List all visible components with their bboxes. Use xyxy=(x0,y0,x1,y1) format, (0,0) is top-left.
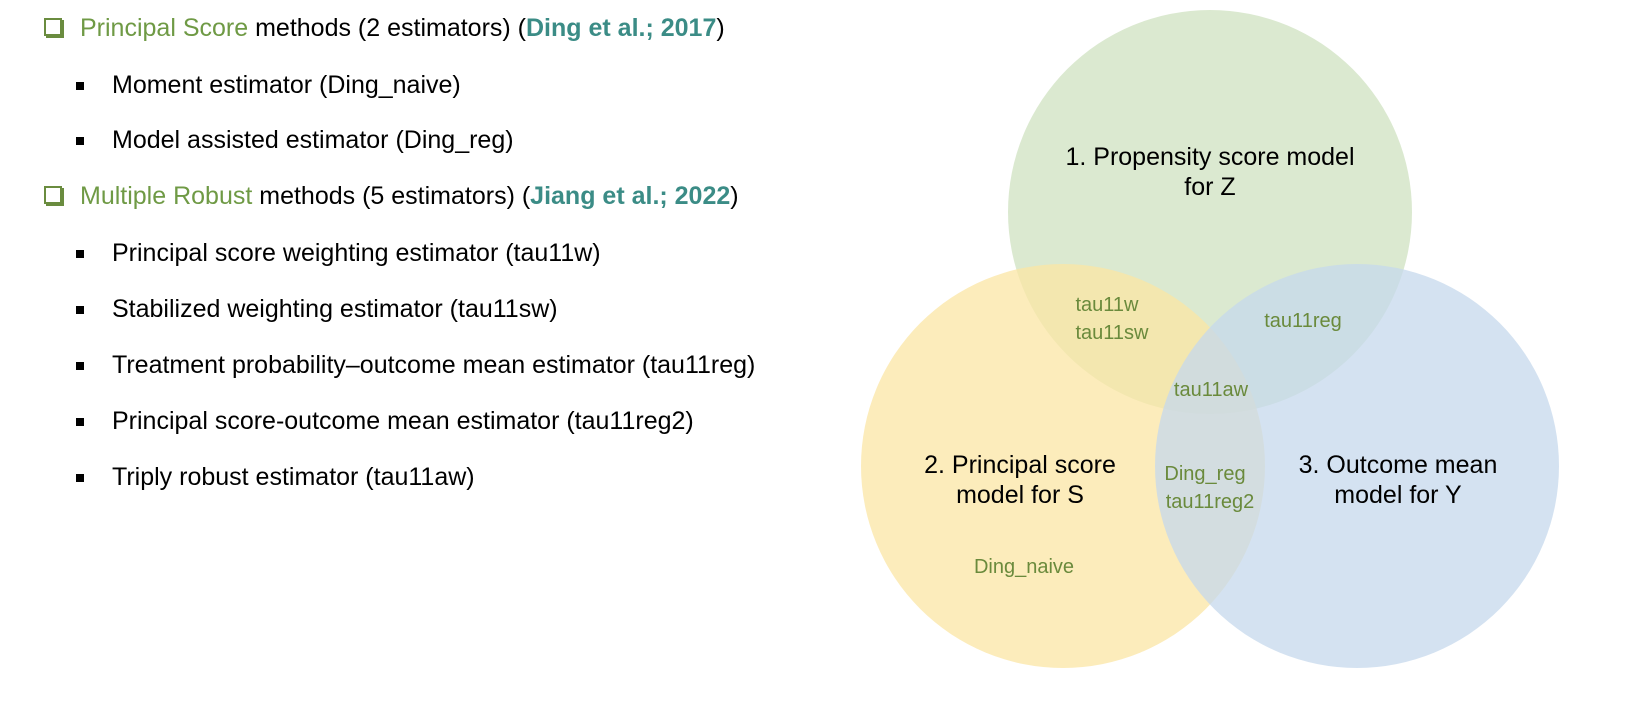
bullet-icon xyxy=(76,250,84,258)
list-item: Moment estimator (Ding_naive) xyxy=(112,71,461,99)
region-label-tau11aw: tau11aw xyxy=(1174,379,1249,401)
circle-title-propensity: 1. Propensity score model xyxy=(1065,143,1354,171)
region-label-ding-naive: Ding_naive xyxy=(974,556,1074,578)
section-heading-principal-score: Principal Score methods (2 estimators) (… xyxy=(80,13,725,43)
region-label-ding-reg: Ding_reg xyxy=(1164,463,1245,485)
method-name: Principal Score xyxy=(80,14,249,42)
list-item: Triply robust estimator (tau11aw) xyxy=(112,463,475,491)
circle-title-principal: 2. Principal score xyxy=(924,451,1116,479)
bullet-icon xyxy=(76,474,84,482)
region-label-tau11reg: tau11reg xyxy=(1264,310,1341,332)
section-heading-multiple-robust: Multiple Robust methods (5 estimators) (… xyxy=(80,181,739,211)
heading-text: methods (2 estimators) ( xyxy=(248,14,526,42)
circle-title-outcome: 3. Outcome mean xyxy=(1299,451,1498,479)
bullet-icon xyxy=(76,137,84,145)
list-item: Principal score weighting estimator (tau… xyxy=(112,239,601,267)
circle-title-outcome-line2: model for Y xyxy=(1334,481,1462,509)
region-label-tau11sw: tau11sw xyxy=(1075,322,1149,344)
bullet-icon xyxy=(76,306,84,314)
circle-title-propensity-line2: for Z xyxy=(1184,173,1235,201)
circle-outcome-mean xyxy=(1155,264,1559,668)
venn-circles xyxy=(861,10,1559,668)
citation: Jiang et al.; 2022 xyxy=(530,182,731,210)
checkbox-icon xyxy=(44,18,62,36)
bullet-icon xyxy=(76,82,84,90)
heading-text: methods (5 estimators) ( xyxy=(252,182,531,210)
region-label-tau11reg2: tau11reg2 xyxy=(1166,491,1255,513)
heading-close: ) xyxy=(730,182,739,210)
list-item: Principal score-outcome mean estimator (… xyxy=(112,407,694,435)
bullet-icon xyxy=(76,418,84,426)
list-item: Treatment probability–outcome mean estim… xyxy=(112,351,756,379)
region-label-tau11w: tau11w xyxy=(1075,294,1139,316)
citation: Ding et al.; 2017 xyxy=(526,14,717,42)
heading-close: ) xyxy=(716,14,725,42)
circle-principal-score xyxy=(861,264,1265,668)
bullet-icon xyxy=(76,362,84,370)
method-name: Multiple Robust xyxy=(80,182,253,210)
list-item: Model assisted estimator (Ding_reg) xyxy=(112,126,514,154)
checkbox-icon xyxy=(44,186,62,204)
list-item: Stabilized weighting estimator (tau11sw) xyxy=(112,295,558,323)
circle-title-principal-line2: model for S xyxy=(956,481,1084,509)
